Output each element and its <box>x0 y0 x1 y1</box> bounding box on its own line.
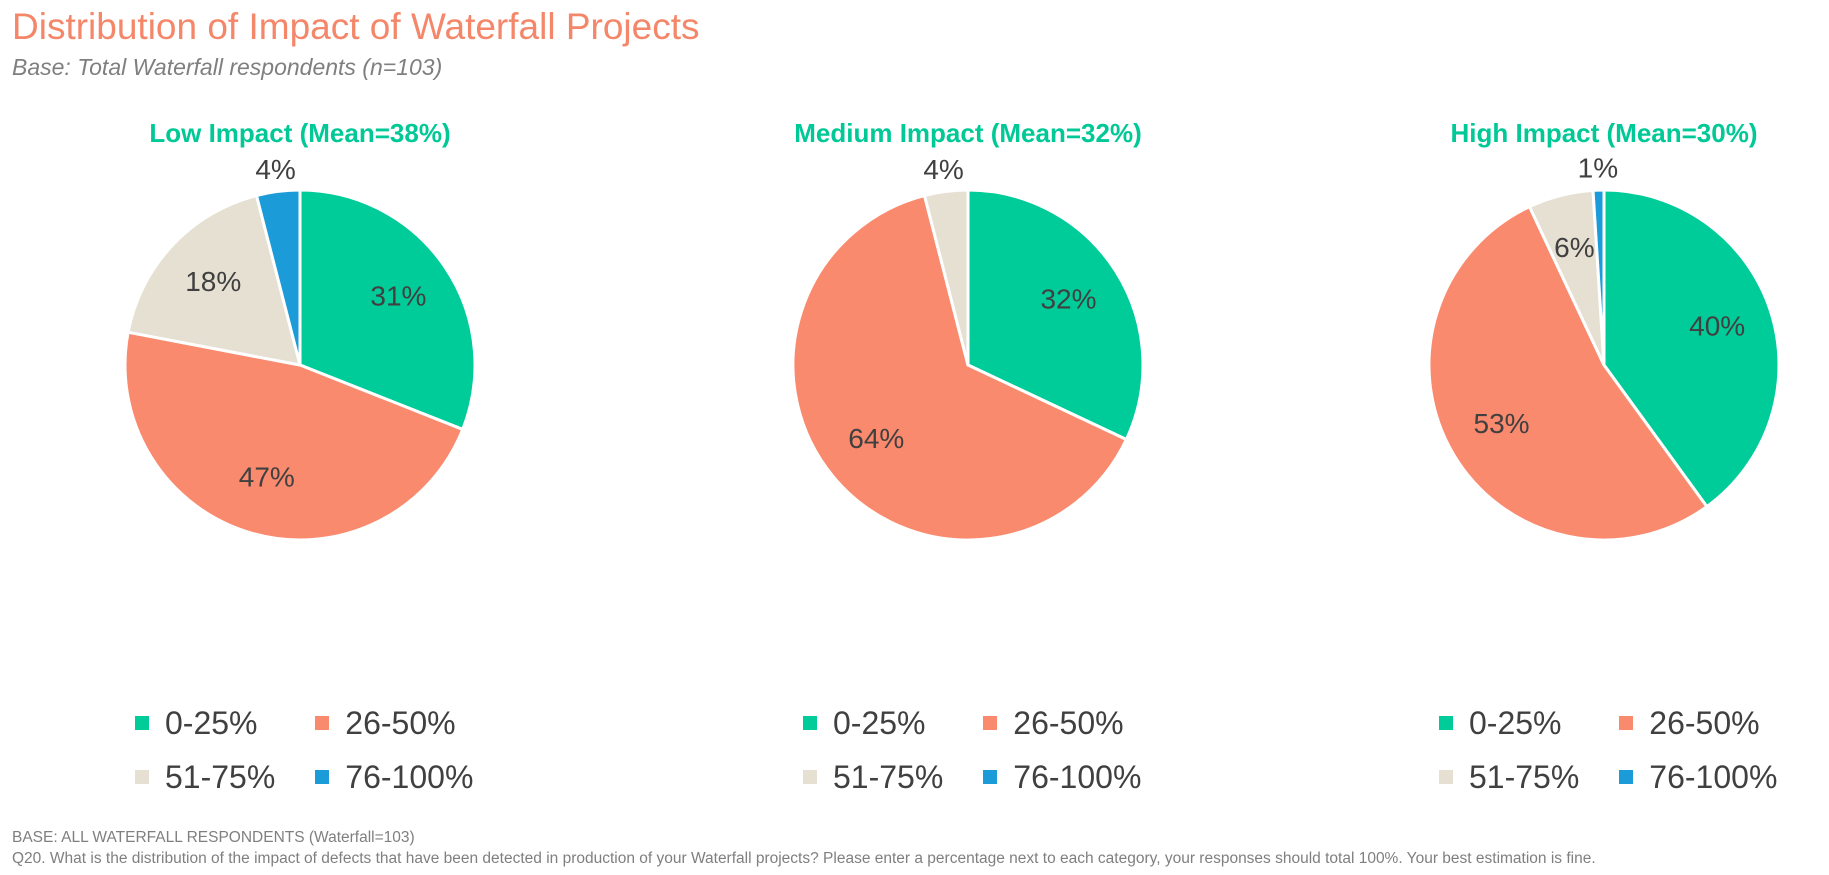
high-impact-panel: High Impact (Mean=30%) 40% 53% 6% 1% 0-25% … <box>1324 100 1829 820</box>
pie-slice-0-25 <box>1602 188 1781 509</box>
data-label-76-100: 4% <box>255 154 295 185</box>
pie-chart-low-impact: 31% 47% 18% 4% <box>123 154 477 542</box>
data-label-26-50: 53% <box>1474 408 1530 439</box>
footer-question: Q20. What is the distribution of the imp… <box>12 850 1596 867</box>
data-label-0-25: 31% <box>370 281 426 312</box>
legend-label: 0-25% <box>1469 704 1562 741</box>
pie-slice-76-100 <box>254 188 302 367</box>
pie-slice-26-50 <box>1427 205 1709 542</box>
legend-swatch-icon <box>315 770 330 784</box>
data-label-51-75: 6% <box>1554 232 1594 263</box>
legend-label: 26-50% <box>1649 704 1760 741</box>
legend-label: 26-50% <box>345 704 456 741</box>
legend: 0-25% 26-50% 51-75% 76-100% <box>803 700 1141 800</box>
legend-swatch-icon <box>1439 770 1453 784</box>
legend-item-0-25: 0-25% <box>135 700 275 746</box>
legend-label: 76-100% <box>345 758 474 795</box>
chart-title: High Impact (Mean=30%) <box>1450 118 1758 148</box>
pie-slice-0-25 <box>966 188 1145 442</box>
legend-label: 26-50% <box>1013 704 1124 741</box>
legend-item-51-75: 51-75% <box>135 754 275 800</box>
data-label-26-50: 47% <box>239 462 295 493</box>
pie-slice-26-50 <box>791 194 1128 542</box>
data-label-0-25: 40% <box>1689 311 1745 342</box>
legend-label: 76-100% <box>1649 758 1778 795</box>
footer-base: BASE: ALL WATERFALL RESPONDENTS (Waterfa… <box>12 829 415 846</box>
legend-item-0-25: 0-25% <box>803 700 943 746</box>
legend-label: 51-75% <box>833 758 944 795</box>
footer-notes: BASE: ALL WATERFALL RESPONDENTS (Waterfa… <box>12 827 1596 869</box>
pie-slice-76-100 <box>1591 188 1606 367</box>
page-subtitle: Base: Total Waterfall respondents (n=103… <box>12 54 443 80</box>
legend-swatch-icon <box>135 770 149 784</box>
pie-slice-51-75 <box>126 194 302 367</box>
data-label-51-75: 18% <box>185 266 241 297</box>
legend-swatch-icon <box>1619 770 1634 784</box>
medium-impact-panel: Medium Impact (Mean=32%) 32% 64% 4% 0-25% … <box>688 100 1248 820</box>
legend-swatch-icon <box>135 716 149 730</box>
legend-swatch-icon <box>803 770 817 784</box>
legend-item-51-75: 51-75% <box>1439 754 1579 800</box>
data-label-26-50: 64% <box>848 423 904 454</box>
legend-swatch-icon <box>1439 716 1453 730</box>
legend-label: 76-100% <box>1013 758 1142 795</box>
legend-label: 0-25% <box>833 704 926 741</box>
legend-item-26-50: 26-50% <box>983 700 1141 746</box>
pie-chart-medium-impact: 32% 64% 4% <box>791 154 1145 542</box>
legend-swatch-icon <box>803 716 817 730</box>
legend-item-76-100: 76-100% <box>1619 754 1777 800</box>
pie-slice-26-50 <box>123 330 465 542</box>
legend-item-26-50: 26-50% <box>1619 700 1777 746</box>
legend-swatch-icon <box>983 716 998 730</box>
pie-slice-0-25 <box>298 188 477 431</box>
low-impact-panel: Low Impact (Mean=38%) 31% 47% 18% 4% 0-25% … <box>20 100 580 820</box>
legend-label: 51-75% <box>1469 758 1580 795</box>
legend-swatch-icon <box>983 770 998 784</box>
chart-title: Medium Impact (Mean=32%) <box>794 118 1142 148</box>
data-label-76-100: 1% <box>1578 152 1618 183</box>
legend-item-76-100: 76-100% <box>983 754 1141 800</box>
legend-label: 51-75% <box>165 758 276 795</box>
legend: 0-25% 26-50% 51-75% 76-100% <box>135 700 473 800</box>
legend-item-76-100: 76-100% <box>315 754 473 800</box>
legend-swatch-icon <box>1619 716 1634 730</box>
legend-label: 0-25% <box>165 704 258 741</box>
legend-item-0-25: 0-25% <box>1439 700 1579 746</box>
pie-slice-51-75 <box>922 188 970 367</box>
data-label-51-75: 4% <box>923 154 963 185</box>
page-title: Distribution of Impact of Waterfall Proj… <box>12 6 700 47</box>
data-label-0-25: 32% <box>1040 284 1096 315</box>
legend: 0-25% 26-50% 51-75% 76-100% <box>1439 700 1777 800</box>
pie-chart-high-impact: 40% 53% 6% 1% <box>1427 152 1781 542</box>
legend-swatch-icon <box>315 716 330 730</box>
legend-item-26-50: 26-50% <box>315 700 473 746</box>
legend-item-51-75: 51-75% <box>803 754 943 800</box>
chart-title: Low Impact (Mean=38%) <box>149 118 451 148</box>
